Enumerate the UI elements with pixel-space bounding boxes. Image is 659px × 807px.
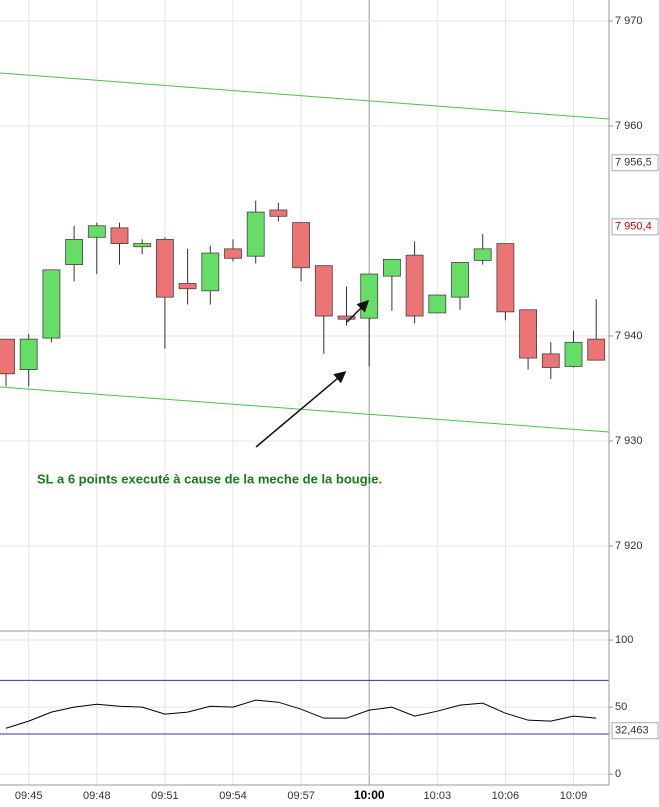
candle-body	[473, 248, 492, 261]
y-tick-label: 0	[615, 768, 621, 780]
grid-layer	[0, 0, 609, 785]
candle-body	[110, 227, 129, 245]
price-marker-box	[611, 722, 659, 740]
candle-body	[155, 238, 174, 298]
x-tick-label: 09:48	[83, 790, 111, 802]
candle-body	[451, 262, 469, 298]
channel-upper	[0, 72, 610, 120]
price-marker-label: 7 956,5	[615, 157, 652, 169]
y-tick-label: 7 920	[615, 540, 643, 552]
candle-body	[519, 309, 537, 359]
candle-body	[133, 243, 152, 248]
price-marker-box	[611, 218, 659, 236]
candle-body	[587, 338, 606, 361]
y-tick-label: 50	[615, 701, 627, 713]
oscillator-line	[5, 699, 597, 729]
price-marker-box	[611, 154, 659, 172]
candle-body	[496, 243, 515, 313]
x-tick-label: 09:54	[219, 790, 247, 802]
x-tick-label: 10:03	[424, 790, 452, 802]
candle-body	[382, 258, 401, 277]
channel-lower	[0, 386, 610, 433]
candle-body	[541, 353, 560, 368]
candle-body	[201, 252, 220, 292]
x-tick-label: 09:51	[151, 790, 179, 802]
y-tick-label: 7 930	[615, 435, 643, 447]
candle-body	[428, 294, 447, 314]
candle-body	[246, 211, 265, 257]
arrow	[255, 371, 347, 448]
candle-body	[564, 341, 583, 367]
y-tick-label: 100	[615, 634, 633, 646]
candle-body	[405, 254, 424, 317]
candle-body	[65, 238, 83, 265]
x-tick-label: 10:00	[354, 788, 385, 802]
candle-body	[337, 315, 356, 320]
x-tick-label: 10:09	[560, 790, 588, 802]
x-tick-label: 09:57	[287, 790, 315, 802]
arrow	[346, 299, 370, 323]
candle-body	[87, 225, 106, 238]
annotation: SL a 6 points executé à cause de la mech…	[37, 471, 382, 486]
x-tick-label: 10:06	[492, 790, 520, 802]
mark-layer	[0, 200, 609, 735]
x-tick-label: 09:45	[15, 790, 43, 802]
candle-body	[178, 283, 197, 290]
candle-body	[0, 338, 15, 375]
candle-body	[19, 338, 38, 370]
candle-body	[269, 209, 288, 217]
price-marker-label: 32,463	[615, 725, 649, 737]
y-tick-label: 7 940	[615, 330, 643, 342]
y-tick-label: 7 970	[615, 15, 643, 27]
candle-body	[292, 222, 311, 269]
price-marker-label: 7 950,4	[615, 221, 652, 233]
candle-body	[42, 269, 61, 339]
y-tick-label: 7 960	[615, 120, 643, 132]
candle-body	[360, 273, 379, 319]
candle-body	[314, 265, 333, 317]
candle-body	[224, 248, 242, 259]
